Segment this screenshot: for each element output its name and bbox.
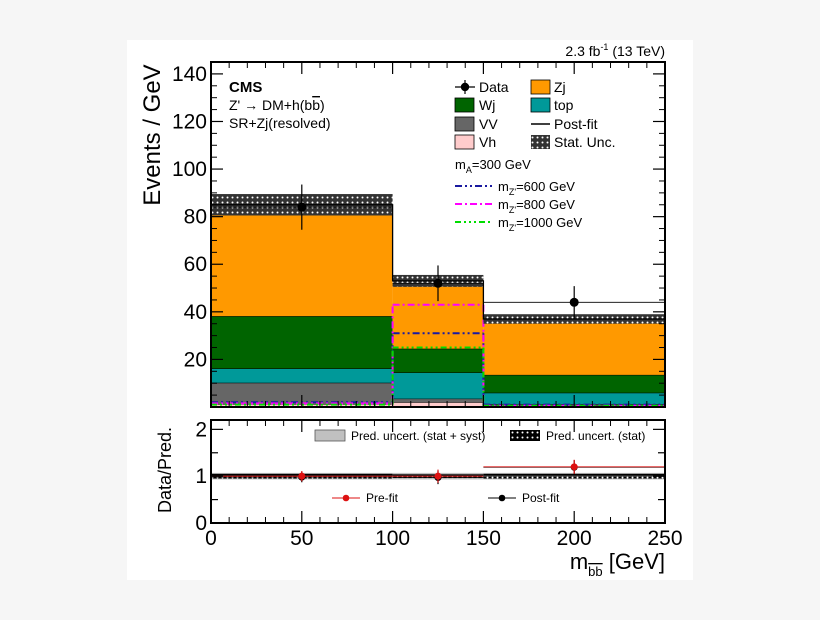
y-tick-label-80: 80 [184,206,207,229]
ratio-legend-postfit-marker [498,494,506,502]
legend-ma-label: mA=300 GeV [455,157,531,175]
ratio-prefit-point-2 [434,472,442,480]
legend-wj-swatch [454,97,475,113]
legend-signal-label-2: mZ'=800 GeV [498,197,575,215]
ratio-legend-prefit-marker [342,494,350,502]
ratio-frame [210,419,666,524]
legend-vh-swatch [454,134,475,150]
legend-postfit-label: Post-fit [554,116,598,132]
ratio-legend-stat-swatch [510,430,540,441]
legend-data-label: Data [479,79,509,95]
stack-bar-top-bin2 [392,372,484,399]
legend-vv-label: VV [479,116,498,132]
stack-bar-top-bin1 [211,368,393,383]
x-axis-label-sub: bb [588,564,602,579]
x-axis-label: mbb [GeV] [570,549,665,579]
legend-top-label: top [554,97,574,113]
data-point-2 [433,278,443,288]
main-axes: 20 40 60 80 100 120 140 [172,61,666,408]
legend-top-swatch [530,97,551,113]
ratio-y-tick-label-0: 0 [195,512,207,535]
stack-bar-vv-bin1 [211,382,393,405]
ratio-prefit-point-3 [570,463,578,471]
y-tick-label-20: 20 [184,348,207,371]
x-tick-label-200: 200 [557,527,592,550]
legend-data-marker [460,82,470,92]
legend: Data Zj Wj top VV Post-fit Vh Stat. Unc.… [454,79,615,233]
legend-zj-swatch [530,79,551,95]
ratio-points [211,459,665,485]
ratio-legend-postfit-label: Post-fit [522,491,560,505]
stack-bar-vh-bin2 [392,402,484,407]
ratio-axes: 0 1 2 0 50 100 150 200 250 [195,418,682,550]
x-tick-label-0: 0 [205,527,217,550]
region-label: SR+Zj(resolved) [229,115,331,131]
ratio-legend-prefit-label: Pre-fit [366,491,399,505]
main-frame [210,61,666,408]
legend-stat-swatch [531,135,550,149]
data-point-1 [297,202,307,212]
ratio-legend: Pred. uncert. (stat + syst) Pred. uncert… [314,429,645,505]
y-tick-label-140: 140 [172,63,207,86]
background-stack [211,204,665,407]
legend-wj-label: Wj [479,97,495,113]
x-tick-label-250: 250 [647,527,682,550]
cms-label: CMS [229,79,262,96]
ratio-y-tick-label-2: 2 [195,418,207,441]
legend-vv-swatch [454,116,475,132]
legend-signal-label-3: mZ'=1000 GeV [498,215,583,233]
x-tick-label-100: 100 [375,527,410,550]
y-tick-label-120: 120 [172,110,207,133]
y-tick-label-60: 60 [184,253,207,276]
ratio-legend-stat-label: Pred. uncert. (stat) [546,429,645,443]
legend-zj-label: Zj [554,79,566,95]
stack-bar-wj-bin1 [211,316,393,369]
ratio-legend-syst-swatch [314,429,346,442]
stack-bar-wj-bin3 [483,374,665,393]
ratio-prefit-point-1 [298,472,306,480]
x-tick-label-50: 50 [290,527,313,550]
ratio-y-tick-label-1: 1 [195,465,207,488]
data-point-3 [569,297,579,307]
ratio-y-axis-label: Data/Pred. [155,427,175,513]
stack-bar-vv-bin2 [392,398,484,403]
x-tick-label-150: 150 [466,527,501,550]
y-tick-label-100: 100 [172,158,207,181]
luminosity-label: 2.3 fb-1 (13 TeV) [565,42,665,59]
legend-stat-label: Stat. Unc. [554,134,615,150]
process-bbar: b [312,97,320,113]
stack-bar-wj-bin2 [392,348,484,373]
y-tick-label-40: 40 [184,301,207,324]
ratio-legend-syst-label: Pred. uncert. (stat + syst) [351,429,485,443]
stack-bar-zj-bin3 [483,318,665,375]
legend-vh-label: Vh [479,134,496,150]
process-label: Z' → DM+h(bb) [229,97,325,113]
y-axis-label: Events / GeV [139,64,166,205]
legend-signal-label-1: mZ'=600 GeV [498,179,575,197]
